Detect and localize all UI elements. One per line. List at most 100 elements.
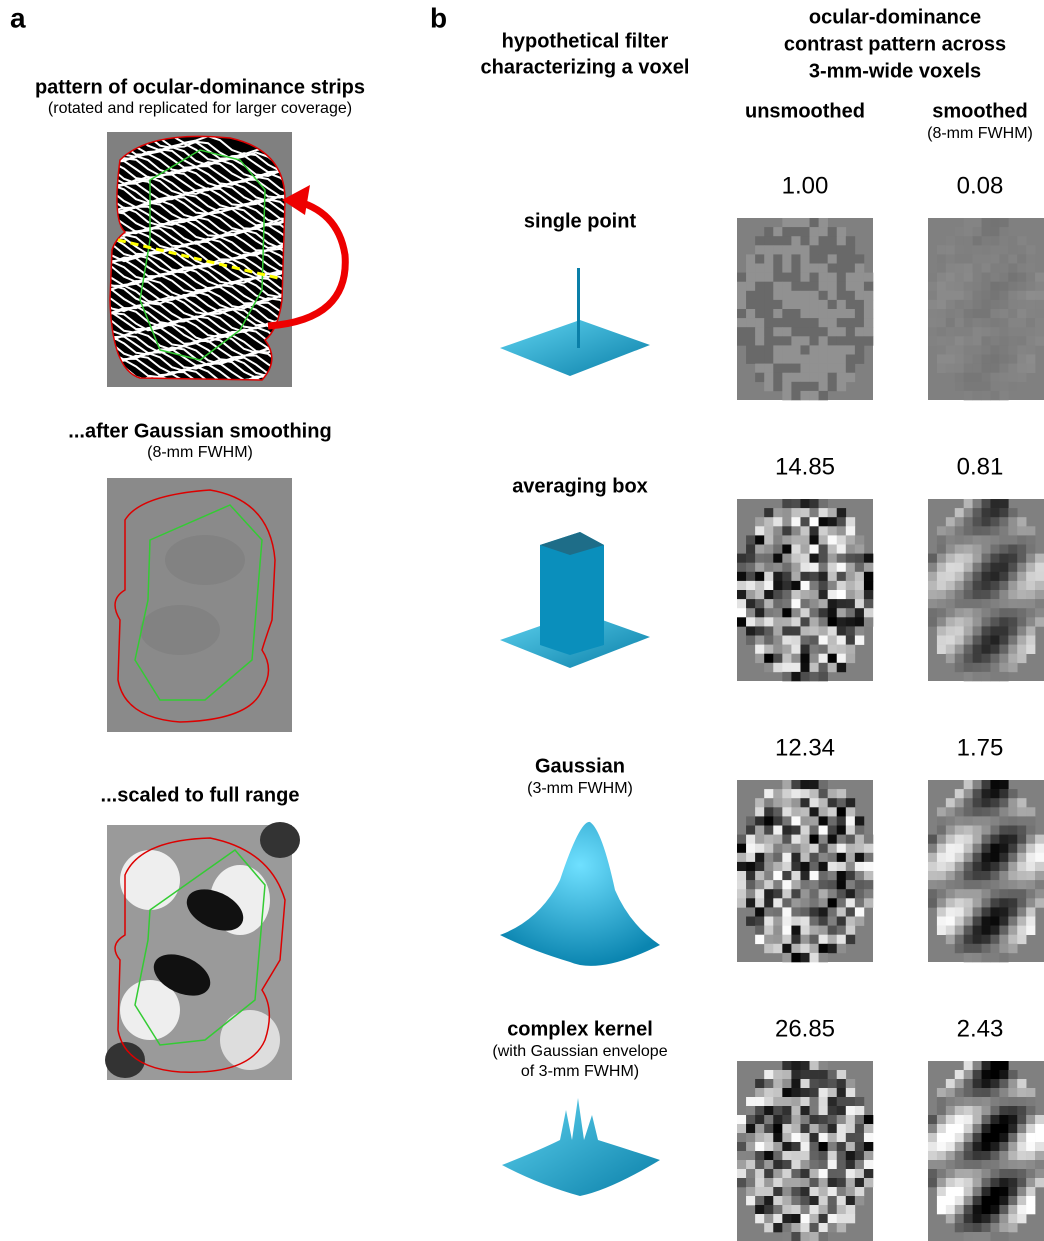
voxel xyxy=(810,1115,819,1124)
voxel xyxy=(828,345,837,354)
voxel xyxy=(964,526,973,535)
voxel xyxy=(982,563,991,572)
voxel xyxy=(855,572,864,581)
voxel xyxy=(764,862,773,871)
voxel xyxy=(791,844,800,853)
voxel xyxy=(837,1124,846,1133)
voxel xyxy=(964,599,973,608)
voxel xyxy=(791,1088,800,1097)
voxel xyxy=(982,545,991,554)
voxel xyxy=(946,563,955,572)
voxel xyxy=(828,1070,837,1079)
voxel xyxy=(800,309,809,318)
voxel xyxy=(937,889,946,898)
voxel xyxy=(964,917,973,926)
voxel xyxy=(819,853,828,862)
voxel xyxy=(819,654,828,663)
voxel xyxy=(846,254,855,263)
voxel xyxy=(946,599,955,608)
voxel xyxy=(990,563,999,572)
voxel xyxy=(964,816,973,825)
voxel xyxy=(773,1124,782,1133)
voxel xyxy=(999,318,1008,327)
voxel xyxy=(819,626,828,635)
voxel xyxy=(937,364,946,373)
voxel xyxy=(982,1106,991,1115)
voxel xyxy=(782,581,791,590)
voxel xyxy=(1035,1160,1044,1169)
voxel xyxy=(846,273,855,282)
voxel xyxy=(955,645,964,654)
voxel xyxy=(846,345,855,354)
voxel xyxy=(810,835,819,844)
voxel xyxy=(999,935,1008,944)
voxel xyxy=(864,880,873,889)
voxel xyxy=(764,844,773,853)
voxel xyxy=(837,645,846,654)
voxel xyxy=(764,880,773,889)
voxel xyxy=(1008,654,1017,663)
voxel xyxy=(990,798,999,807)
voxel xyxy=(764,853,773,862)
voxel xyxy=(855,282,864,291)
voxel xyxy=(973,526,982,535)
voxel xyxy=(800,382,809,391)
voxel xyxy=(782,254,791,263)
voxel xyxy=(782,789,791,798)
filter-name: averaging box xyxy=(512,475,648,497)
voxel xyxy=(855,554,864,563)
voxel xyxy=(999,898,1008,907)
voxel xyxy=(1008,508,1017,517)
voxel xyxy=(937,880,946,889)
voxel xyxy=(982,608,991,617)
voxel xyxy=(837,373,846,382)
voxel xyxy=(828,554,837,563)
voxel xyxy=(1026,917,1035,926)
voxel xyxy=(1008,1187,1017,1196)
voxel xyxy=(999,300,1008,309)
voxel xyxy=(837,526,846,535)
voxel xyxy=(982,336,991,345)
voxel xyxy=(773,663,782,672)
voxel xyxy=(782,617,791,626)
voxel xyxy=(773,1142,782,1151)
stripe xyxy=(100,381,292,423)
voxel xyxy=(973,327,982,336)
voxel xyxy=(946,935,955,944)
voxel xyxy=(990,1214,999,1223)
voxel xyxy=(737,871,746,880)
voxel xyxy=(746,345,755,354)
voxel xyxy=(737,608,746,617)
voxel xyxy=(973,853,982,862)
voxel xyxy=(800,264,809,273)
voxel xyxy=(973,264,982,273)
voxel xyxy=(946,535,955,544)
voxel xyxy=(946,245,955,254)
voxel xyxy=(810,236,819,245)
voxel xyxy=(764,617,773,626)
voxel xyxy=(755,245,764,254)
voxel xyxy=(999,816,1008,825)
voxel xyxy=(782,391,791,400)
voxel xyxy=(982,1205,991,1214)
voxel xyxy=(1017,844,1026,853)
voxel xyxy=(928,844,937,853)
voxel xyxy=(737,853,746,862)
voxel xyxy=(1008,880,1017,889)
voxel xyxy=(982,291,991,300)
voxel xyxy=(810,545,819,554)
voxel xyxy=(782,1133,791,1142)
voxel xyxy=(955,1079,964,1088)
voxel xyxy=(1008,300,1017,309)
voxel xyxy=(746,907,755,916)
voxel xyxy=(782,672,791,681)
voxel xyxy=(1008,309,1017,318)
voxel xyxy=(946,880,955,889)
voxel xyxy=(955,309,964,318)
voxel xyxy=(955,835,964,844)
voxel xyxy=(800,590,809,599)
voxel xyxy=(810,508,819,517)
voxel xyxy=(773,907,782,916)
voxel xyxy=(973,944,982,953)
voxel xyxy=(964,789,973,798)
